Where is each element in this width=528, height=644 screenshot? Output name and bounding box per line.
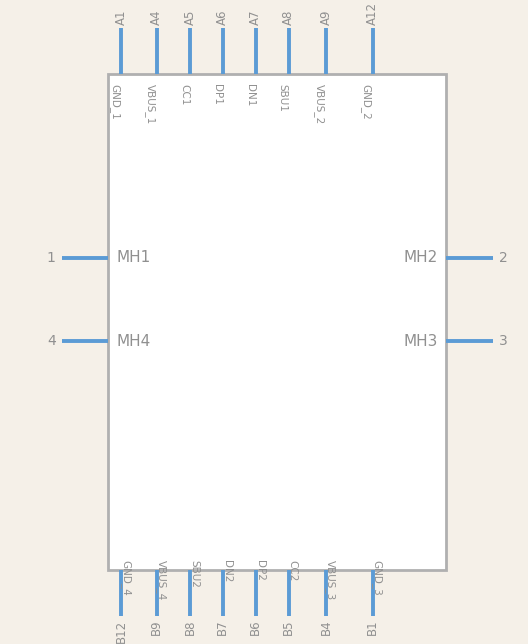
- Text: GND_4: GND_4: [120, 560, 131, 596]
- Text: A6: A6: [216, 9, 229, 24]
- Text: A8: A8: [282, 9, 295, 24]
- Text: MH4: MH4: [116, 334, 150, 349]
- Text: B5: B5: [282, 620, 295, 635]
- Text: DN2: DN2: [222, 560, 232, 582]
- Text: CC1: CC1: [179, 84, 189, 106]
- Text: MH2: MH2: [404, 250, 438, 265]
- Text: B8: B8: [184, 620, 196, 635]
- Text: B6: B6: [249, 620, 262, 635]
- Text: VBUS_2: VBUS_2: [314, 84, 325, 125]
- Bar: [108, 74, 446, 570]
- Text: B4: B4: [320, 620, 333, 635]
- Text: GND_1: GND_1: [109, 84, 120, 120]
- Text: SBU1: SBU1: [278, 84, 288, 112]
- Text: A4: A4: [150, 9, 163, 24]
- Text: CC2: CC2: [288, 560, 298, 581]
- Text: 1: 1: [47, 251, 56, 265]
- Text: MH3: MH3: [404, 334, 438, 349]
- Text: 3: 3: [498, 334, 507, 348]
- Text: GND_2: GND_2: [361, 84, 372, 120]
- Text: VBUS_3: VBUS_3: [325, 560, 336, 600]
- Text: MH1: MH1: [116, 250, 150, 265]
- Text: B7: B7: [216, 620, 229, 635]
- Text: 4: 4: [47, 334, 56, 348]
- Text: A12: A12: [366, 1, 379, 24]
- Text: DP1: DP1: [212, 84, 222, 105]
- Text: B9: B9: [150, 620, 163, 635]
- Text: A5: A5: [184, 9, 196, 24]
- Text: SBU2: SBU2: [189, 560, 199, 587]
- Text: VBUS_4: VBUS_4: [156, 560, 167, 600]
- Text: B1: B1: [366, 620, 379, 635]
- Text: DP2: DP2: [254, 560, 265, 580]
- Text: VBUS_1: VBUS_1: [145, 84, 156, 125]
- Text: A9: A9: [320, 9, 333, 24]
- Text: B12: B12: [115, 620, 128, 643]
- Text: GND_3: GND_3: [372, 560, 383, 596]
- Text: A7: A7: [249, 9, 262, 24]
- Text: DN1: DN1: [244, 84, 254, 107]
- Text: A1: A1: [115, 9, 128, 24]
- Text: 2: 2: [498, 251, 507, 265]
